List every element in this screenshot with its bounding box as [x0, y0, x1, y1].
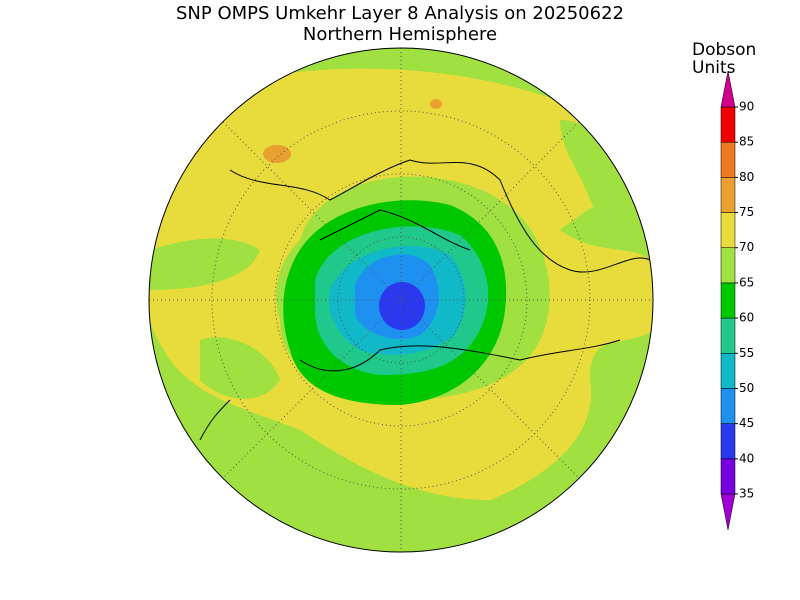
colorbar-tick-label: 85	[739, 135, 754, 149]
colorbar-band	[720, 212, 736, 248]
subtitle: Northern Hemisphere	[303, 24, 497, 45]
colorbar-extension	[720, 70, 736, 108]
colorbar-band	[720, 458, 736, 495]
colorbar-tick-label: 90	[739, 100, 754, 114]
colorbar-band	[720, 423, 736, 460]
colorbar-tick-label: 70	[739, 240, 754, 254]
colorbar-band	[720, 388, 736, 424]
colorbar-tick-label: 65	[739, 275, 754, 289]
colorbar-tick-label: 40	[739, 451, 754, 465]
colorbar-band	[720, 317, 736, 354]
map-border	[148, 47, 654, 553]
colorbar-label: Dobson	[692, 40, 756, 60]
colorbar-band	[720, 247, 736, 284]
colorbar-band	[720, 353, 736, 389]
colorbar-tick-label: 35	[739, 487, 754, 501]
colorbar-tick-label: 60	[739, 311, 754, 325]
colorbar-tick-label: 55	[739, 346, 754, 360]
colorbar-band	[720, 177, 736, 213]
colorbar-band	[720, 106, 736, 143]
title: SNP OMPS Umkehr Layer 8 Analysis on 2025…	[176, 3, 624, 24]
colorbar-label: Units	[692, 58, 736, 78]
colorbar-tick-label: 80	[739, 170, 754, 184]
map	[149, 48, 653, 552]
colorbar-band	[720, 282, 736, 319]
colorbar-extension	[720, 493, 736, 531]
colorbar-tick-label: 45	[739, 416, 754, 430]
colorbar-tick-label: 75	[739, 205, 754, 219]
colorbar-band	[720, 141, 736, 178]
colorbar-tick-label: 50	[739, 381, 754, 395]
